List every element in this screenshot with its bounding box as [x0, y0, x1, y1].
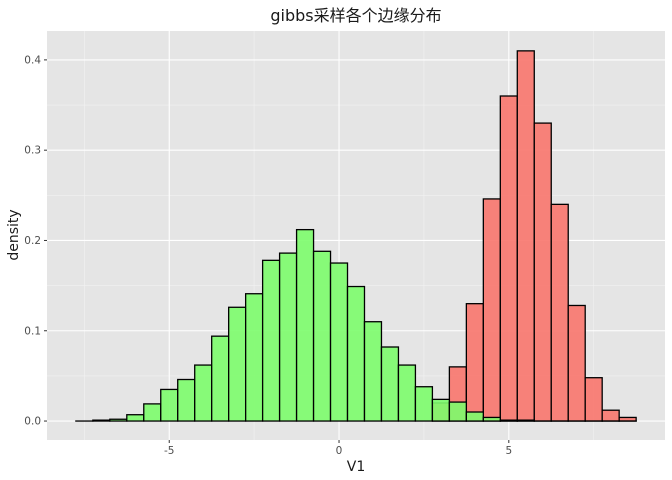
y-axis-title: density: [6, 209, 22, 260]
histogram-bar-series-2: [448, 401, 468, 422]
histogram-bar-series-1: [499, 95, 518, 422]
histogram-bar-series-2: [516, 419, 535, 422]
histogram-bar-series-2: [244, 293, 264, 422]
histogram-bar-series-2: [414, 386, 434, 422]
y-tick-label: 0.2: [24, 235, 41, 247]
histogram-bar-series-2: [431, 398, 451, 422]
histogram-bar-series-1: [516, 50, 535, 422]
histogram-bar-series-2: [211, 335, 230, 422]
x-axis-title: V1: [347, 459, 365, 475]
histogram-bar-series-2: [482, 416, 501, 422]
histogram-bar-series-2: [92, 419, 111, 422]
histogram-bar-series-2: [295, 228, 315, 422]
histogram-bar-series-2: [363, 321, 383, 422]
histogram-bar-series-2: [261, 259, 281, 422]
y-axis-ticks: 0.0 0.1 0.2 0.3 0.4: [24, 54, 47, 428]
histogram-bar-series-1: [550, 203, 569, 422]
histogram-bar-series-2: [228, 306, 247, 422]
histogram-bar-series-2: [312, 250, 332, 422]
y-tick-label: 0.3: [24, 145, 41, 157]
histogram-bars: [75, 50, 637, 422]
histogram-bar-series-1: [482, 198, 501, 422]
histogram-bar-series-2: [346, 285, 366, 422]
histogram-bar-series-2: [499, 419, 518, 422]
histogram-bar-series-2: [177, 378, 196, 422]
histogram-bar-series-2: [397, 364, 417, 422]
histogram-bar-series-2: [109, 418, 128, 422]
histogram-bar-series-1: [465, 303, 484, 422]
y-tick-label: 0.4: [24, 54, 41, 66]
x-tick-label: 0: [336, 445, 343, 457]
histogram-bar-series-2: [126, 414, 145, 422]
histogram-bar-series-2: [465, 411, 484, 422]
histogram-bar-series-2: [143, 403, 162, 422]
x-axis-ticks: -5 0 5: [164, 440, 512, 457]
x-tick-label: -5: [164, 445, 174, 457]
histogram-bar-series-1: [584, 377, 603, 422]
y-tick-label: 0.1: [24, 325, 41, 337]
histogram-bar-series-2: [329, 262, 349, 422]
histogram-bar-series-2: [160, 388, 179, 422]
x-tick-label: 5: [505, 445, 512, 457]
histogram-bar-series-1: [601, 409, 620, 422]
histogram-bar-series-2: [194, 364, 213, 422]
histogram-bar-series-2: [278, 252, 298, 422]
histogram-bar-series-1: [567, 304, 586, 422]
y-tick-label: 0.0: [24, 416, 41, 428]
histogram-bar-series-1: [533, 122, 552, 422]
chart-title: gibbs采样各个边缘分布: [270, 6, 441, 25]
histogram-bar-series-2: [380, 346, 400, 422]
